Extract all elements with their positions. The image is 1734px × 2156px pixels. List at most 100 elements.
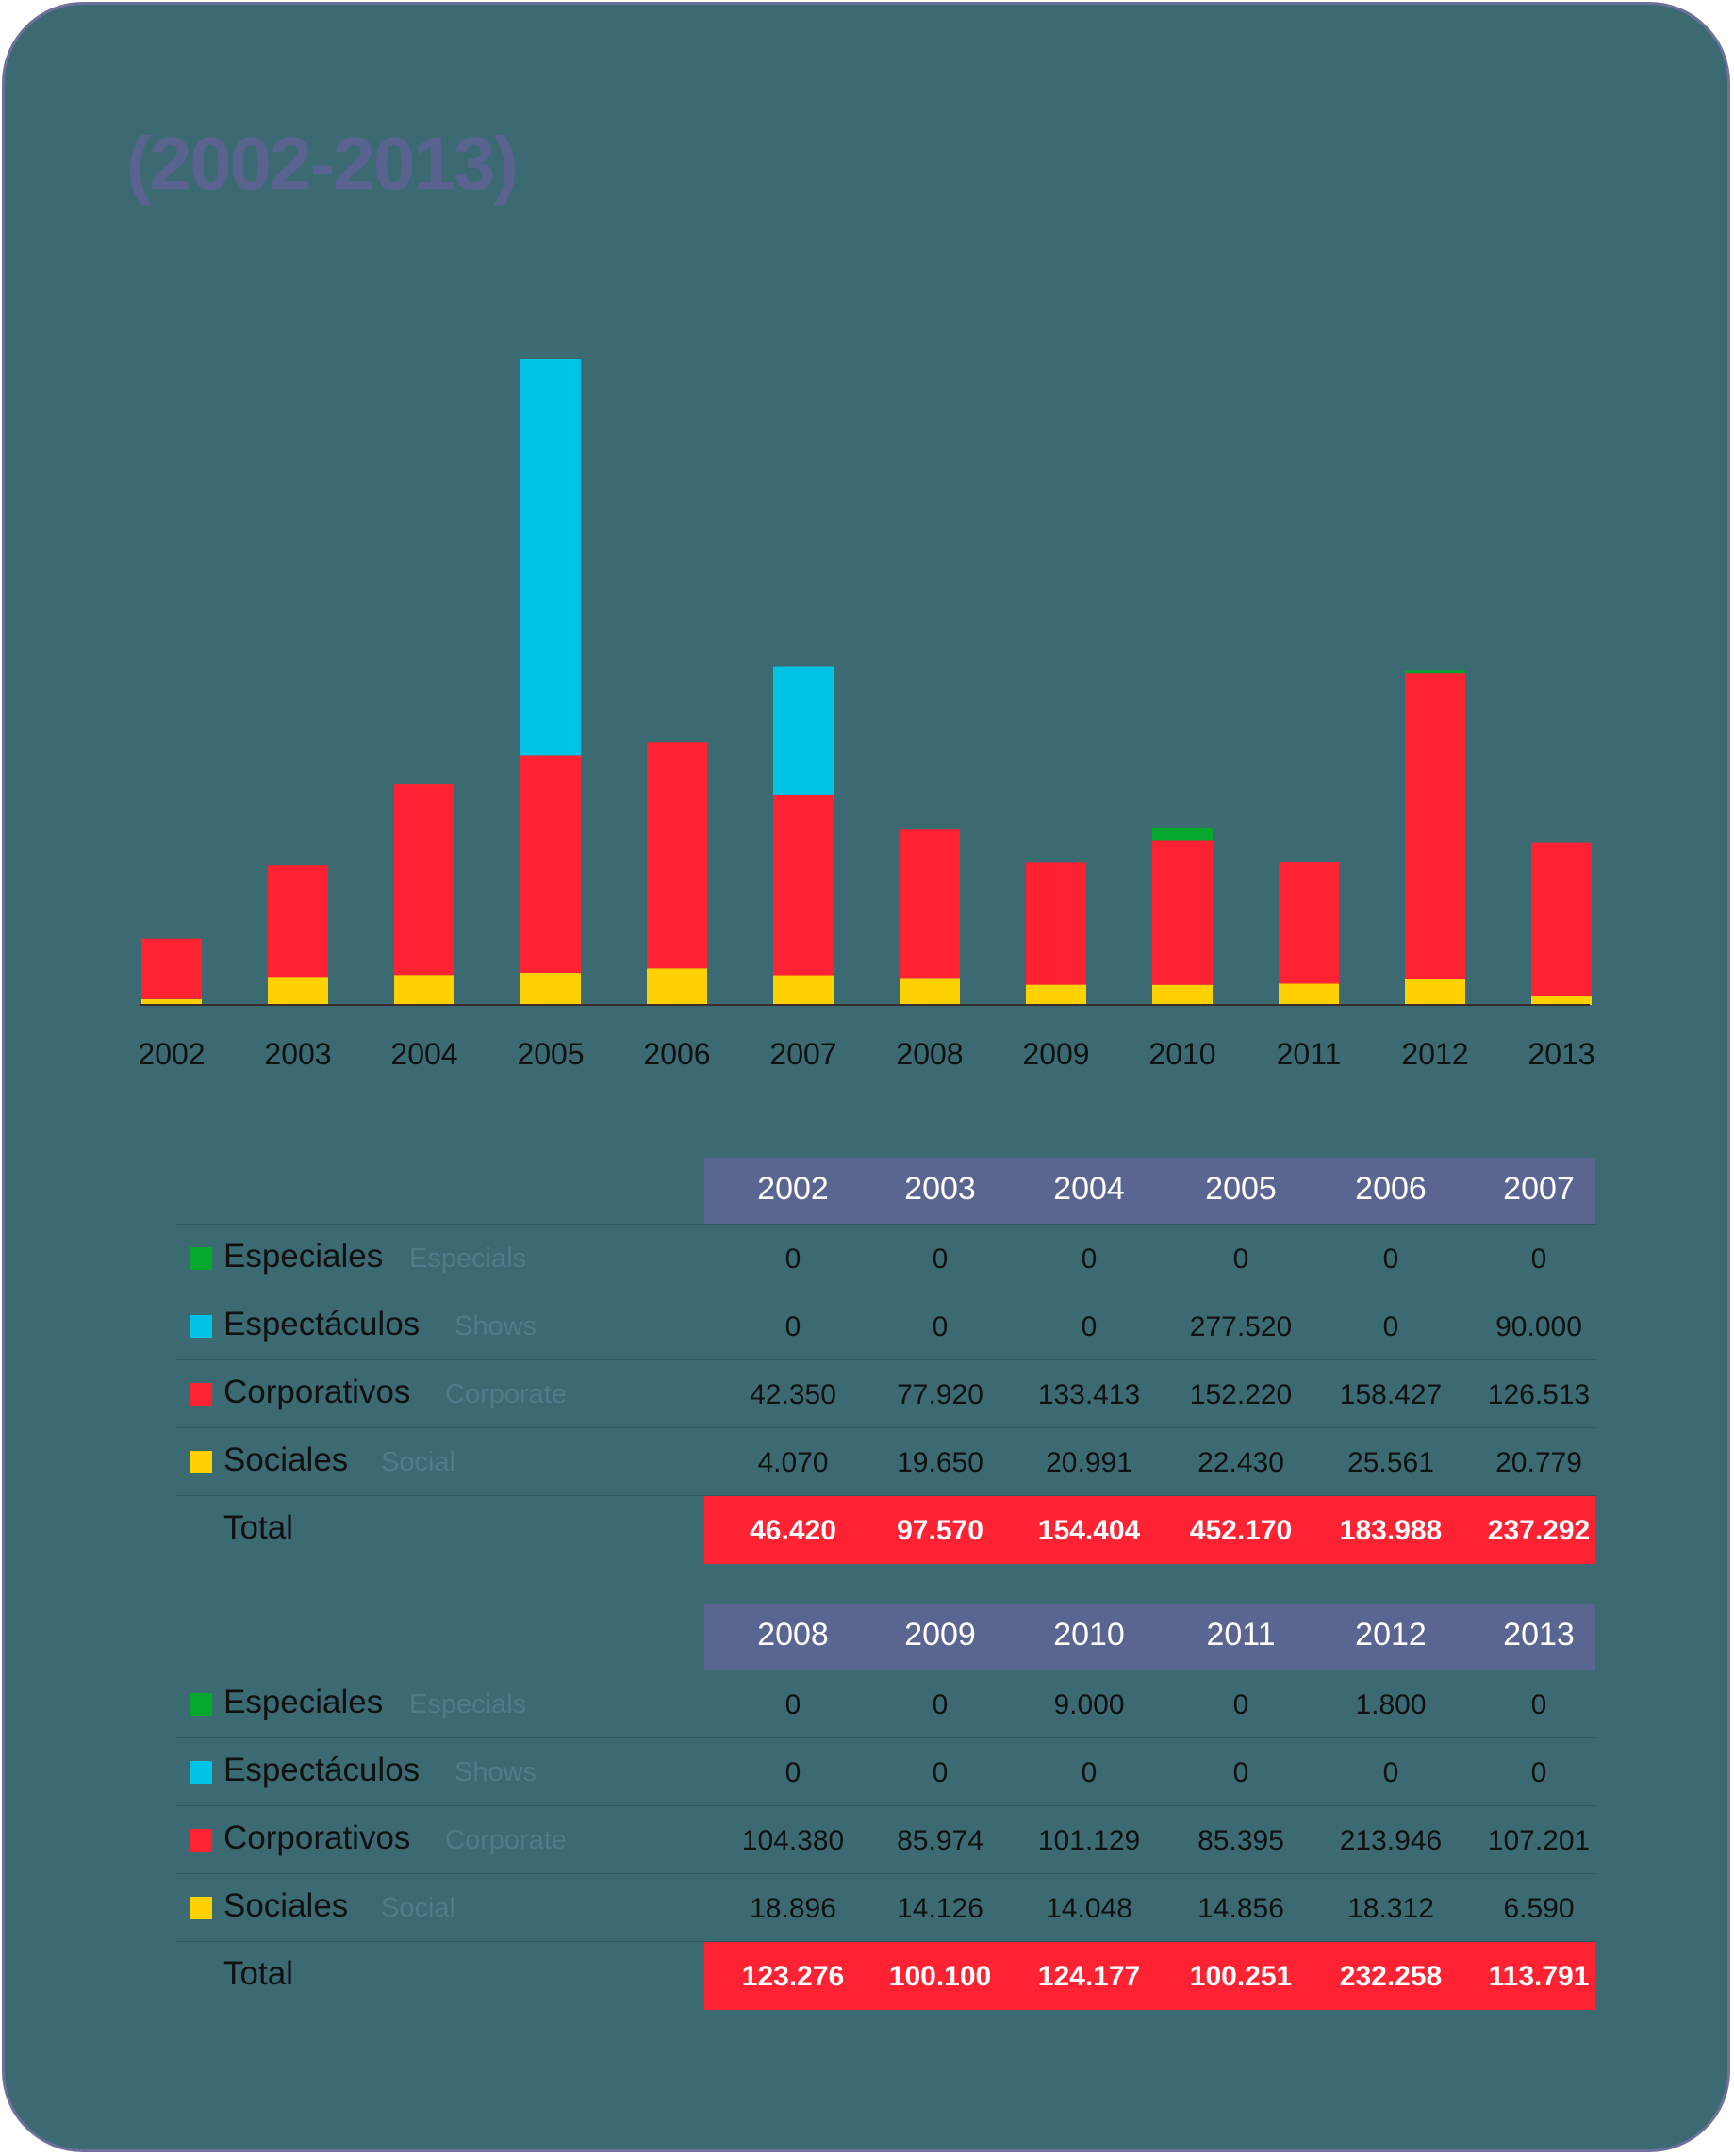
header-year: 2013 [1503, 1617, 1575, 1653]
table-cell: 0 [1081, 1757, 1098, 1788]
table-cell: 90.000 [1495, 1311, 1582, 1342]
row-sublabel: Corporate [445, 1825, 567, 1855]
row-sublabel: Especials [409, 1243, 527, 1274]
total-cell: 97.570 [897, 1515, 983, 1546]
bar-2013-corporativos [1531, 842, 1592, 996]
row-corporativos: Corporativos Corporate 42.350 77.920 133… [175, 1359, 1595, 1428]
table-cell: 158.427 [1339, 1379, 1443, 1410]
header-year: 2008 [757, 1617, 829, 1653]
table-cell: 0 [784, 1689, 801, 1720]
row-espectaculos: Espectáculos Shows 0 0 0 277.520 0 90.00… [175, 1292, 1595, 1360]
header-year: 2004 [1053, 1171, 1125, 1207]
x-tick-label: 2006 [643, 1037, 710, 1071]
bar-2012-corporativos [1405, 673, 1465, 979]
row-sublabel: Shows [454, 1757, 537, 1787]
row-espectaculos: Espectáculos Shows 0 0 0 0 0 0 [175, 1737, 1595, 1806]
bar-2002-sociales [141, 998, 202, 1005]
table-cell: 0 [1232, 1757, 1249, 1788]
legend-swatch-corporativos [190, 1829, 212, 1852]
x-tick-label: 2005 [517, 1037, 584, 1071]
row-total: Total 123.276 100.100 124.177 100.251 23… [175, 1941, 1595, 2010]
bar-2004-sociales [394, 975, 454, 1005]
row-label: Sociales [223, 1887, 349, 1924]
stacked-bar-chart: 2002 2003 2004 2005 2006 2007 2008 2009 2010 2011… [138, 359, 1595, 1071]
header-year: 2010 [1053, 1617, 1125, 1653]
total-cell: 46.420 [750, 1515, 836, 1546]
table-cell: 4.070 [757, 1447, 829, 1478]
table-cell: 1.800 [1355, 1689, 1427, 1720]
table-cell: 14.048 [1046, 1893, 1132, 1924]
total-label: Total [223, 1509, 293, 1546]
x-tick-label: 2008 [896, 1037, 963, 1071]
bar-2010-especiales [1152, 827, 1213, 841]
table-cell: 9.000 [1053, 1689, 1125, 1720]
row-label: Sociales [223, 1441, 349, 1478]
bar-2010-corporativos [1152, 840, 1213, 985]
total-bar [704, 1496, 1595, 1564]
bar-2002-corporativos [141, 938, 202, 999]
header-year: 2003 [904, 1171, 976, 1207]
table-cell: 101.129 [1037, 1825, 1141, 1856]
row-label: Especiales [223, 1684, 384, 1720]
table-cell: 20.779 [1495, 1447, 1582, 1478]
bar-2005-corporativos [520, 755, 581, 974]
x-tick-label: 2011 [1277, 1037, 1342, 1071]
table-cell: 77.920 [897, 1379, 983, 1410]
table-cell: 133.413 [1037, 1379, 1141, 1410]
header-year: 2002 [757, 1171, 829, 1207]
table-cell: 277.520 [1189, 1311, 1293, 1342]
table-cell: 22.430 [1197, 1447, 1284, 1478]
bar-2012-especiales [1405, 670, 1465, 674]
table-cell: 0 [1530, 1757, 1547, 1788]
row-sublabel: Social [381, 1447, 455, 1477]
total-cell: 232.258 [1339, 1961, 1443, 1992]
row-total: Total 46.420 97.570 154.404 452.170 183.… [175, 1495, 1595, 1564]
legend-swatch-espectaculos [190, 1315, 212, 1338]
table-cell: 0 [1081, 1311, 1098, 1342]
table-header: 2008 2009 2010 2011 2012 2013 [704, 1604, 1595, 1670]
bar-2009-sociales [1026, 984, 1086, 1005]
bar-2003-sociales [268, 977, 328, 1005]
table-cell: 0 [784, 1243, 801, 1275]
table-cell: 152.220 [1189, 1379, 1293, 1410]
x-tick-label: 2012 [1401, 1037, 1468, 1071]
x-tick-label: 2003 [264, 1037, 331, 1071]
row-corporativos: Corporativos Corporate 104.380 85.974 10… [175, 1805, 1595, 1874]
bar-2010-sociales [1152, 984, 1213, 1005]
row-sublabel: Shows [454, 1311, 537, 1341]
bar-2004-corporativos [394, 784, 454, 976]
x-tick-label: 2013 [1528, 1037, 1594, 1071]
table-cell: 85.395 [1197, 1825, 1284, 1856]
bar-2005-sociales [520, 973, 581, 1005]
x-tick-label: 2004 [390, 1037, 457, 1071]
table-cell: 104.380 [741, 1825, 845, 1856]
x-tick-label: 2009 [1022, 1037, 1089, 1071]
total-bar [704, 1942, 1595, 2010]
table-cell: 0 [1382, 1757, 1399, 1788]
row-label: Espectáculos [223, 1306, 421, 1342]
bar-2013-sociales [1531, 996, 1592, 1005]
legend-swatch-sociales [190, 1897, 212, 1919]
table-cell: 0 [1232, 1243, 1249, 1275]
table-cell: 126.513 [1487, 1379, 1591, 1410]
total-cell: 452.170 [1189, 1515, 1293, 1546]
table-cell: 0 [784, 1311, 801, 1342]
total-cell: 124.177 [1037, 1961, 1141, 1992]
table-cell: 0 [1530, 1689, 1547, 1720]
header-year: 2006 [1355, 1171, 1427, 1207]
total-cell: 154.404 [1037, 1515, 1141, 1546]
bar-2011-sociales [1279, 983, 1339, 1005]
table-cell: 107.201 [1487, 1825, 1591, 1856]
row-label: Espectáculos [223, 1752, 421, 1788]
table-cell: 6.590 [1503, 1893, 1575, 1924]
page-title: (2002-2013) [126, 122, 519, 206]
bar-2005-espectaculos [520, 359, 581, 756]
legend-swatch-sociales [190, 1451, 212, 1473]
x-tick-label: 2010 [1148, 1037, 1215, 1071]
total-cell: 113.791 [1488, 1961, 1590, 1992]
table-cell: 14.856 [1197, 1893, 1284, 1924]
row-especiales: Especiales Especials 0 0 0 0 0 0 [175, 1224, 1595, 1292]
legend-swatch-especiales [190, 1247, 212, 1270]
bar-2007-corporativos [773, 794, 834, 976]
